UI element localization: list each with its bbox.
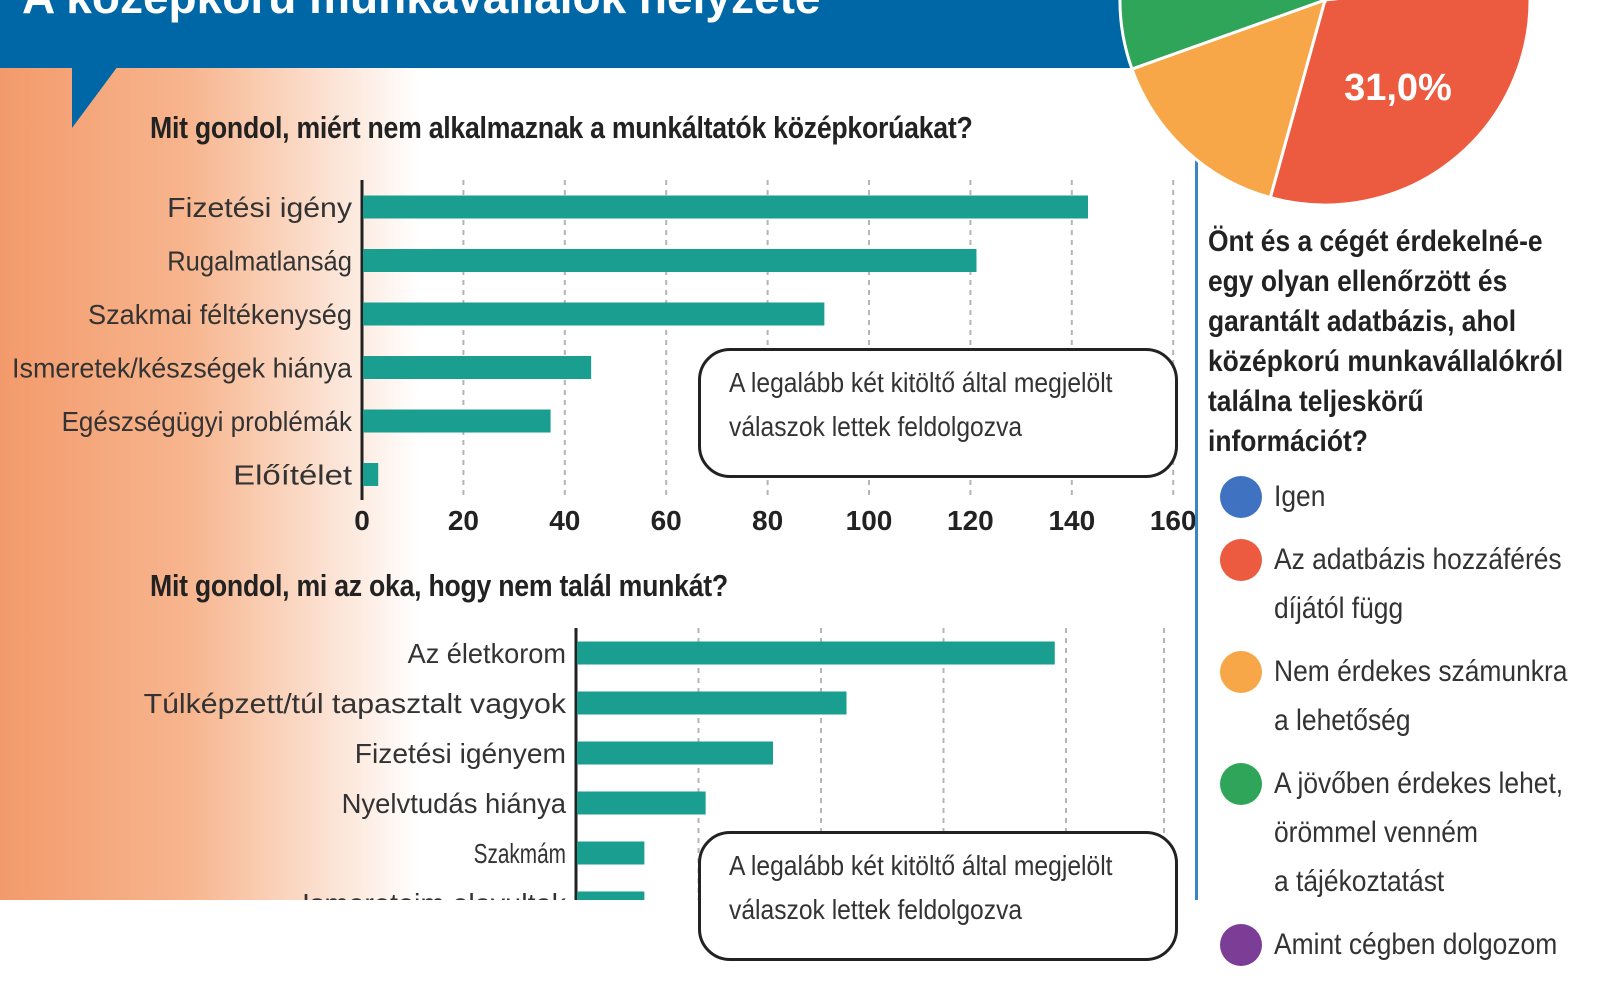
legend-item: Az adatbázis hozzáférés díjától függ — [1208, 535, 1600, 633]
bar — [577, 841, 645, 865]
bar — [577, 891, 645, 900]
legend-swatch — [1220, 924, 1262, 966]
chart1-title: Mit gondol, miért nem alkalmaznak a munk… — [150, 110, 973, 145]
legend-swatch — [1220, 476, 1262, 518]
category-label: Fizetési igény — [167, 192, 352, 223]
x-tick-label: 60 — [651, 505, 682, 536]
x-tick-label: 0 — [354, 505, 370, 536]
page-title: A középkorú munkavállalók helyzete — [22, 0, 820, 24]
legend-item: A jövőben érdekes lehet, örömmel venném … — [1208, 759, 1600, 906]
note-line: A legalább két kitöltő által megjelölt — [729, 367, 1113, 398]
left-gradient-background — [0, 0, 420, 900]
bar — [577, 641, 1055, 665]
bar — [363, 302, 825, 326]
x-tick-label: 140 — [1048, 505, 1095, 536]
chart1-note: A legalább két kitöltő által megjelölt v… — [698, 348, 1178, 478]
x-tick-label: 100 — [846, 505, 893, 536]
bar — [577, 691, 847, 715]
chart2-title: Mit gondol, mi az oka, hogy nem talál mu… — [150, 568, 728, 603]
category-label: Ismereteim elavultak — [302, 888, 567, 900]
bar — [363, 409, 551, 433]
bar — [577, 741, 773, 765]
category-label: Az életkorom — [408, 638, 566, 669]
pie-question: Önt és a cégét érdekelné-e egy olyan ell… — [1208, 225, 1564, 458]
legend-label: Amint cégben dolgozom — [1274, 928, 1558, 961]
legend-swatch — [1220, 539, 1262, 581]
category-label: Nyelvtudás hiánya — [342, 788, 567, 819]
bar — [363, 195, 1089, 219]
section-divider — [1195, 160, 1198, 900]
legend-item: Nem érdekes számunkra a lehetőség — [1208, 647, 1600, 745]
x-tick-label: 40 — [549, 505, 580, 536]
bar — [363, 463, 379, 486]
category-label: Ismeretek/készségek hiánya — [12, 353, 352, 384]
category-label: Szakmám — [474, 838, 566, 869]
x-tick-label: 80 — [752, 505, 783, 536]
category-label: Egészségügyi problémák — [62, 406, 353, 437]
x-tick-label: 20 — [448, 505, 479, 536]
chart1-plot: Fizetési igény Rugalmatlanság Szakmai félt… — [12, 180, 1197, 536]
x-tick-label: 120 — [947, 505, 994, 536]
pie-legend: Önt és a cégét érdekelné-e egy olyan ell… — [1208, 222, 1600, 983]
category-label: Fizetési igényem — [355, 738, 566, 769]
legend-item: Igen — [1208, 472, 1600, 521]
chart2-note: A legalább két kitöltő által megjelölt v… — [698, 831, 1178, 961]
legend-label: Az adatbázis hozzáférés díjától függ — [1274, 543, 1562, 625]
banner-speech-tail — [72, 66, 118, 128]
header-banner: A középkorú munkavállalók helyzete — [0, 0, 1140, 68]
legend-item: Amint cégben dolgozom — [1208, 920, 1600, 969]
bar — [363, 249, 977, 272]
legend-label: Nem érdekes számunkra a lehetőség — [1274, 655, 1568, 737]
note-line: válaszok lettek feldolgozva — [729, 894, 1023, 925]
category-label: Szakmai féltékenység — [88, 299, 352, 330]
bar-charts-canvas: Fizetési igény Rugalmatlanság Szakmai félt… — [12, 180, 1197, 900]
bar — [363, 356, 592, 379]
category-label: Rugalmatlanság — [167, 246, 352, 277]
legend-swatch — [1220, 651, 1262, 693]
chart2-plot: Az életkorom Túlképzett/túl tapasztalt va… — [144, 628, 1165, 900]
legend-swatch — [1220, 763, 1262, 805]
bar — [577, 791, 706, 815]
legend-label: A jövőben érdekes lehet, örömmel venném … — [1274, 767, 1564, 898]
x-tick-label: 160 — [1150, 505, 1197, 536]
category-label: Előítélet — [233, 460, 352, 491]
category-label: Túlképzett/túl tapasztalt vagyok — [144, 688, 567, 719]
note-line: válaszok lettek feldolgozva — [729, 411, 1023, 442]
legend-label: Igen — [1274, 480, 1326, 513]
note-line: A legalább két kitöltő által megjelölt — [729, 850, 1113, 881]
